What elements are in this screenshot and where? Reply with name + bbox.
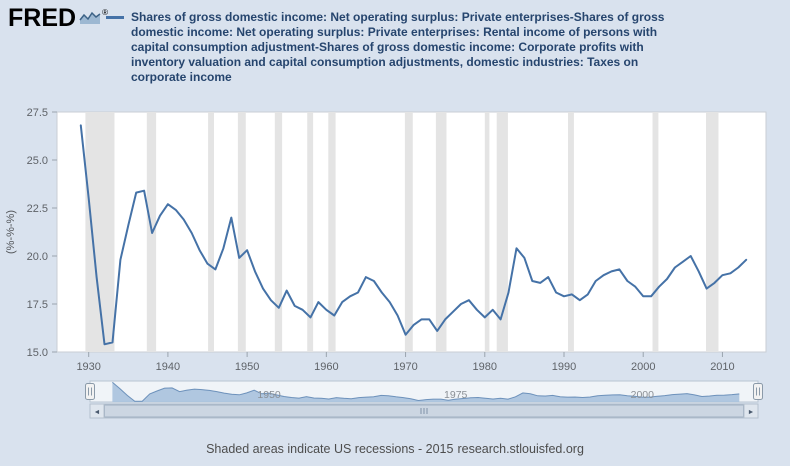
navigator-year-label: 1950 [257,389,281,401]
scrollbar-right-arrow-icon: ► [748,409,755,416]
navigator-handle-left[interactable] [85,383,95,400]
x-axis-tick-label: 1970 [393,361,417,373]
y-axis-tick-label: 20.0 [27,251,48,263]
source-link[interactable]: research.stlouisfed.org [457,442,584,456]
y-axis-tick-label: 22.5 [27,203,48,215]
recession-band [404,112,413,352]
y-axis-tick-label: 15.0 [27,347,48,359]
recession-note: Shaded areas indicate US recessions - 20… [206,442,454,456]
x-axis-tick-label: 1960 [314,361,338,373]
x-axis-tick-label: 1930 [76,361,100,373]
recession-band [274,112,283,352]
recession-band [307,112,314,352]
navigator: 1950 1975 2000 ◄ ► [85,380,763,419]
navigator-year-label: 1975 [444,389,468,401]
recession-band [237,112,246,352]
recession-band [328,112,336,352]
sparkline-chart-icon [79,11,101,24]
x-axis-tick-label: 1990 [552,361,576,373]
recession-band [208,112,214,352]
recession-band [568,112,574,352]
series-line [79,124,748,346]
fred-logo-text: FRED [8,4,77,32]
fred-logo[interactable]: FRED ® [8,4,108,32]
y-axis-tick-label: 27.5 [27,107,48,119]
x-axis-tick-label: 2010 [710,361,734,373]
y-axis-title: (%-%-%) [5,210,17,254]
recession-band [435,112,447,352]
navigator-line [112,381,740,402]
series-line-marker-icon [106,16,124,19]
y-axis-tick-label: 25.0 [27,155,48,167]
registered-trademark: ® [102,8,108,17]
recession-band [484,112,490,352]
main-chart: 15.0 17.5 20.0 22.5 25.0 27.5 1930 1940 1950 1960… [5,107,767,373]
chart-legend[interactable]: Shares of gross domestic income: Net ope… [106,10,696,85]
recession-band [85,112,115,352]
recession-band [652,112,659,352]
scrollbar-right-button[interactable]: ► [743,403,759,419]
navigator-area [112,382,740,402]
navigator-year-label: 2000 [631,389,655,401]
recession-band [706,112,719,352]
recession-band [496,112,508,352]
x-axis-tick-label: 1950 [235,361,259,373]
scrollbar-left-button[interactable]: ◄ [89,403,105,419]
x-axis-tick-label: 1940 [156,361,180,373]
series-legend-label: Shares of gross domestic income: Net ope… [131,10,665,84]
y-axis-tick-label: 17.5 [27,299,48,311]
scrollbar-left-arrow-icon: ◄ [94,409,101,416]
chart-footer: Shaded areas indicate US recessions - 20… [0,438,790,460]
x-axis-tick-label: 1980 [473,361,497,373]
navigator-handle-right[interactable] [753,383,763,400]
x-axis-tick-label: 2000 [631,361,655,373]
